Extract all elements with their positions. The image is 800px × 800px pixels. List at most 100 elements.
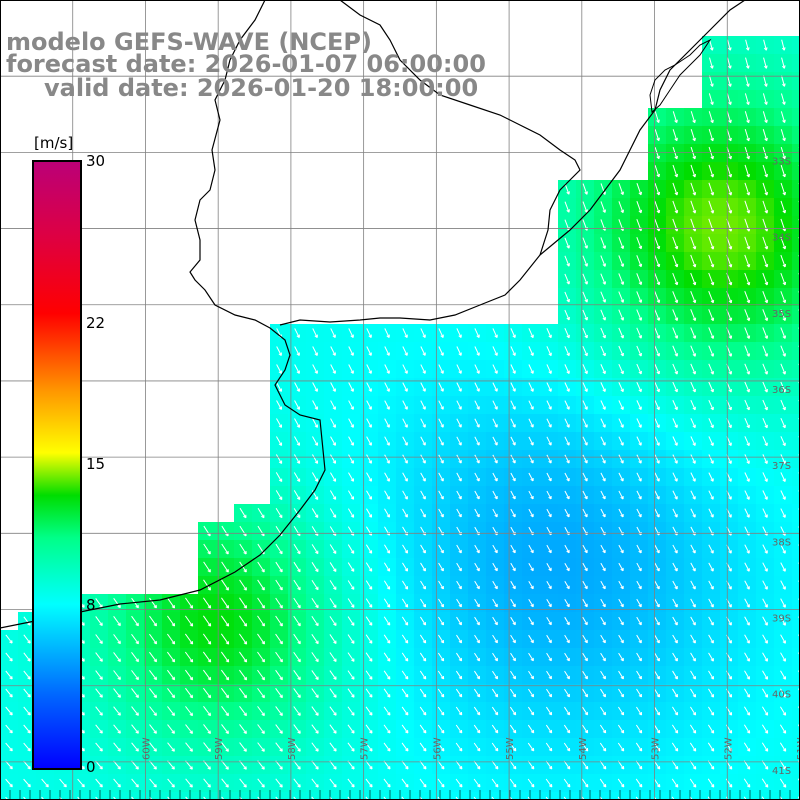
wind-arrow xyxy=(600,309,606,321)
coastline xyxy=(0,0,326,629)
wind-arrow xyxy=(491,760,499,770)
wind-arrow xyxy=(420,436,426,446)
wind-arrow xyxy=(546,436,552,446)
wind-arrow xyxy=(618,616,624,626)
wind-arrow xyxy=(366,490,372,500)
wind-cell xyxy=(414,792,432,800)
wind-arrow xyxy=(131,688,139,698)
lagoon-outline xyxy=(649,38,712,114)
wind-arrow xyxy=(546,382,552,392)
wind-arrow xyxy=(564,634,570,644)
wind-arrow xyxy=(474,652,481,662)
wind-arrow xyxy=(420,328,426,338)
wind-arrow xyxy=(546,364,552,374)
wind-arrow xyxy=(59,796,63,800)
wind-arrow xyxy=(762,652,768,662)
wind-arrow xyxy=(419,670,427,680)
wind-arrow xyxy=(366,400,372,410)
wind-arrow xyxy=(474,616,480,626)
wind-arrow xyxy=(600,436,606,446)
wind-arrow xyxy=(671,742,679,752)
wind-arrow xyxy=(95,616,103,626)
wind-arrow xyxy=(654,147,660,160)
wind-arrow xyxy=(564,201,570,213)
wind-arrow xyxy=(672,670,678,680)
wind-arrow xyxy=(690,580,696,590)
title-model: modelo GEFS-WAVE (NCEP) xyxy=(6,28,372,56)
wind-arrow xyxy=(763,75,768,87)
wind-arrow xyxy=(474,508,480,518)
wind-arrow xyxy=(654,490,660,500)
wind-cell xyxy=(126,792,144,800)
wind-arrow xyxy=(257,742,265,752)
wind-arrow xyxy=(456,400,462,410)
wind-arrow xyxy=(275,706,283,717)
wind-arrow xyxy=(762,472,768,482)
wind-arrow xyxy=(690,111,696,124)
wind-arrow xyxy=(41,796,45,800)
wind-arrow xyxy=(95,634,103,644)
wind-arrow xyxy=(618,706,625,716)
wind-arrow xyxy=(654,182,661,196)
wind-arrow xyxy=(780,254,787,268)
wind-arrow xyxy=(763,57,768,69)
wind-arrow xyxy=(582,418,588,428)
wind-arrow xyxy=(166,651,176,663)
wind-arrow xyxy=(149,615,158,627)
wind-arrow xyxy=(672,111,678,124)
wind-arrow xyxy=(762,381,768,393)
wind-arrow xyxy=(582,345,588,357)
wind-arrow xyxy=(347,724,355,734)
wind-arrow xyxy=(618,652,624,662)
wind-arrow xyxy=(582,490,588,500)
wind-arrow xyxy=(762,580,768,590)
wind-arrow xyxy=(546,688,553,698)
wind-arrow xyxy=(239,651,248,663)
wind-arrow xyxy=(617,778,625,788)
wind-arrow xyxy=(653,724,661,734)
wind-arrow xyxy=(185,597,194,609)
wind-arrow xyxy=(239,796,243,800)
wind-arrow xyxy=(348,490,355,500)
wind-arrow xyxy=(708,508,714,518)
wind-arrow xyxy=(402,472,408,482)
wind-arrow xyxy=(492,544,498,554)
wind-arrow xyxy=(239,687,248,699)
wind-arrow xyxy=(600,255,607,267)
wind-arrow xyxy=(545,796,549,800)
wind-arrow xyxy=(348,418,354,428)
wind-arrow xyxy=(203,724,211,734)
wind-arrow xyxy=(492,418,498,428)
wind-arrow xyxy=(492,508,498,518)
wind-arrow xyxy=(600,688,607,698)
wind-arrow xyxy=(599,760,607,770)
wind-arrow xyxy=(636,670,642,680)
wind-arrow xyxy=(743,742,751,752)
wind-arrow xyxy=(618,400,624,410)
wind-arrow xyxy=(365,670,373,680)
wind-arrow xyxy=(131,742,139,752)
wind-arrow xyxy=(221,543,229,555)
wind-arrow xyxy=(348,346,354,356)
wind-arrow xyxy=(275,490,283,501)
wind-arrow xyxy=(491,778,499,788)
wind-arrow xyxy=(510,634,516,644)
lon-label: 58W xyxy=(287,737,298,760)
wind-arrow xyxy=(635,796,639,800)
wind-arrow xyxy=(527,742,535,752)
wind-arrow xyxy=(780,345,786,357)
colorbar-tick-label: 30 xyxy=(86,152,106,170)
wind-cell xyxy=(792,432,800,450)
lat-label: 38S xyxy=(772,537,791,548)
wind-arrow xyxy=(744,670,750,680)
wind-arrow xyxy=(365,724,373,734)
wind-arrow xyxy=(617,742,625,752)
wind-arrow xyxy=(5,652,13,662)
wind-arrow xyxy=(420,418,426,428)
wind-arrow xyxy=(600,454,606,464)
wind-arrow xyxy=(744,272,751,286)
wind-arrow xyxy=(311,706,319,716)
wind-arrow xyxy=(473,778,481,788)
wind-arrow xyxy=(780,147,786,160)
wind-cell xyxy=(792,144,800,162)
